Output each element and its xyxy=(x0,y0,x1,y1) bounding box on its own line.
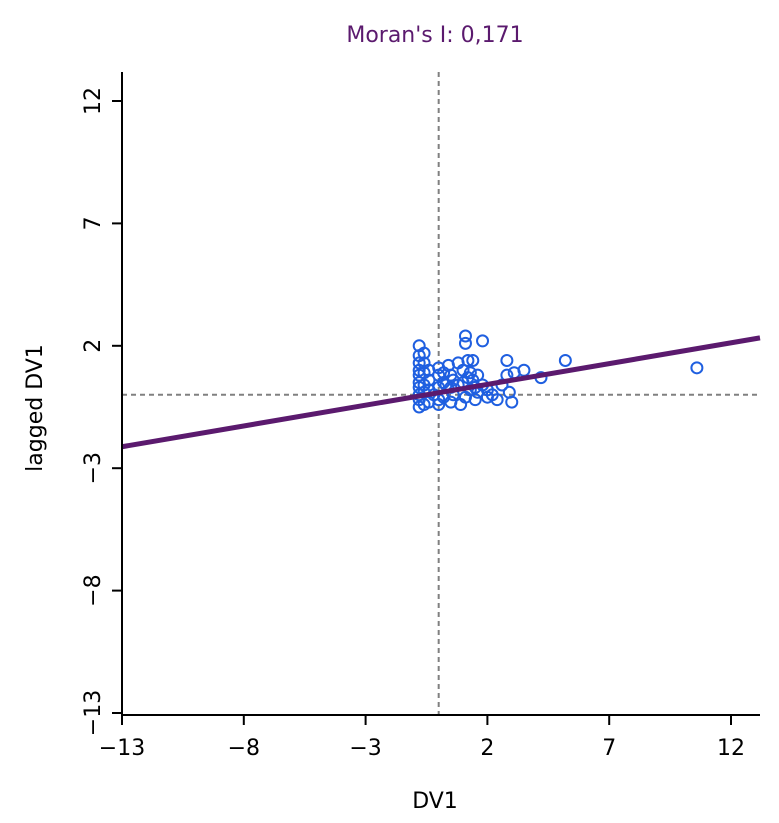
data-point xyxy=(466,353,480,367)
x-tick-label: 12 xyxy=(717,736,745,761)
y-tick-label: 12 xyxy=(81,87,106,115)
y-axis-title: lagged DV1 xyxy=(23,344,48,472)
data-point xyxy=(417,346,431,360)
data-point xyxy=(500,353,514,367)
axes: −13 −8 −3 2 7 12 −13 −8 −3 2 7 12 xyxy=(81,72,760,761)
y-axis-ticks: −13 −8 −3 2 7 12 xyxy=(81,87,122,736)
data-point xyxy=(476,334,490,348)
data-point xyxy=(558,353,572,367)
regression-line xyxy=(121,335,761,450)
data-point xyxy=(505,395,519,409)
data-point xyxy=(458,336,472,350)
data-point xyxy=(463,366,477,380)
data-point xyxy=(468,393,482,407)
x-axis-ticks: −13 −8 −3 2 7 12 xyxy=(99,715,745,761)
y-tick-label: −3 xyxy=(81,452,106,484)
y-tick-label: −13 xyxy=(81,690,106,736)
data-point xyxy=(461,353,475,367)
plot-area xyxy=(121,72,761,715)
data-point xyxy=(690,361,704,375)
data-point xyxy=(458,329,472,343)
x-tick-label: 7 xyxy=(602,736,616,761)
chart-title: Moran's I: 0,171 xyxy=(346,23,523,48)
x-tick-label: −13 xyxy=(99,736,145,761)
data-point xyxy=(490,393,504,407)
x-axis-title: DV1 xyxy=(412,789,458,814)
x-tick-label: 2 xyxy=(480,736,494,761)
y-tick-label: −8 xyxy=(81,574,106,606)
y-tick-label: 2 xyxy=(81,339,106,353)
x-tick-label: −8 xyxy=(228,736,260,761)
x-tick-label: −3 xyxy=(349,736,381,761)
y-tick-label: 7 xyxy=(81,216,106,230)
